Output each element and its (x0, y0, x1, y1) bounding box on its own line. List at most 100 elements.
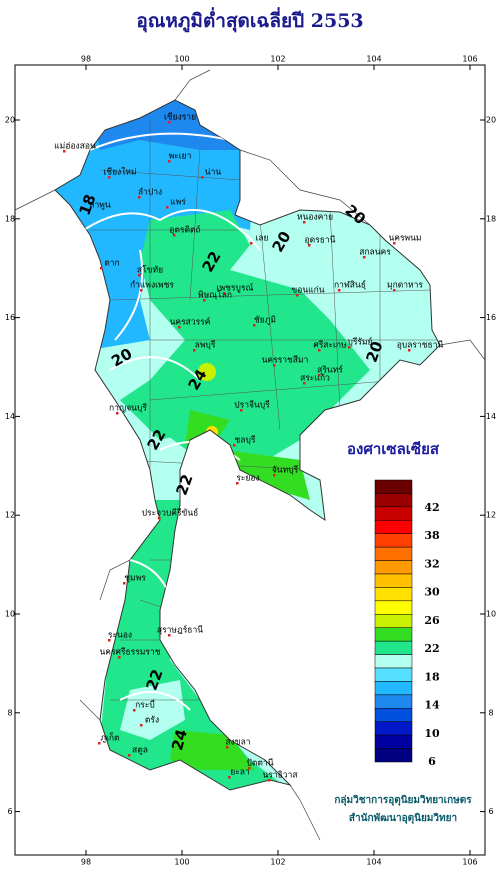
station-dot (88, 209, 91, 212)
station-dot (348, 346, 351, 349)
legend-swatch (374, 667, 413, 682)
place-label: พะเยา (169, 152, 192, 162)
station-dot (173, 234, 176, 237)
place-label: นครศรีธรรมราช (99, 647, 160, 658)
station-dot (268, 779, 271, 782)
lat-tick-label: 10 (5, 610, 15, 619)
lon-tick-label: 104 (366, 55, 381, 64)
credit-line: สำนักพัฒนาอุตุนิยมวิทยา (349, 812, 457, 824)
legend-swatch (374, 708, 413, 722)
station-dot (308, 244, 311, 247)
station-dot (158, 517, 161, 520)
station-dot (128, 754, 131, 757)
station-dot (226, 746, 229, 749)
place-label: กาญจนบุรี (109, 403, 147, 414)
lat-tick-label: 14 (5, 412, 15, 421)
place-label: ลพบุรี (195, 340, 216, 351)
place-label: เชียงใหม่ (103, 167, 136, 178)
station-dot (100, 267, 103, 270)
lon-tick-label: 102 (270, 55, 285, 64)
legend-label: 10 (424, 727, 440, 740)
place-label: ลำพูน (89, 201, 111, 211)
station-dot (303, 221, 306, 224)
station-dot (248, 767, 251, 770)
place-label: ตาก (104, 259, 119, 269)
legend-label: 26 (424, 614, 440, 627)
place-label: กาฬสินธุ์ (334, 280, 366, 291)
station-dot (133, 709, 136, 712)
legend-label: 18 (424, 670, 440, 683)
lat-tick-label: 20 (486, 116, 496, 125)
station-dot (318, 349, 321, 352)
legend-swatch (374, 573, 413, 588)
lon-tick-label: 100 (174, 858, 189, 867)
station-dot (236, 482, 239, 485)
legend-swatch (374, 533, 413, 548)
place-label: เลย (255, 234, 268, 244)
lat-tick-label: 6 (7, 807, 12, 816)
lon-tick-label: 102 (270, 858, 285, 867)
station-dot (223, 292, 226, 295)
legend-label: 30 (424, 586, 440, 599)
station-dot (253, 324, 256, 327)
legend-swatch (374, 614, 413, 628)
station-dot (168, 121, 171, 124)
place-label: ภูเก็ต (100, 732, 119, 744)
station-dot (138, 196, 141, 199)
station-dot (203, 299, 206, 302)
contour-label: 24 (168, 727, 191, 752)
legend-swatch (374, 681, 413, 696)
legend-swatch (374, 640, 413, 655)
station-dot (233, 444, 236, 447)
place-label: ขอนแก่น (291, 286, 324, 296)
station-dot (408, 349, 411, 352)
place-label: เชียงราย (164, 112, 196, 123)
station-dot (303, 382, 306, 385)
legend-swatch (374, 721, 413, 736)
station-dot (273, 474, 276, 477)
legend-swatch (374, 479, 413, 494)
station-dot (98, 742, 101, 745)
station-dot (140, 724, 143, 727)
place-label: สระแก้ว (300, 373, 330, 384)
place-label: พิษณุโลก (198, 290, 232, 301)
place-label: ปัตตานี (246, 758, 273, 769)
station-dot (296, 294, 299, 297)
place-label: อุดรธานี (305, 235, 336, 246)
station-dot (193, 349, 196, 352)
legend-label: 22 (424, 642, 439, 655)
lat-tick-label: 16 (5, 313, 15, 322)
place-label: ชลบุรี (235, 435, 256, 446)
place-label: อุบลราชธานี (397, 340, 444, 351)
place-label: สกลนคร (359, 248, 391, 258)
lat-tick-label: 10 (486, 610, 496, 619)
station-dot (63, 150, 66, 153)
legend-title: องศาเซลเซียส (347, 440, 440, 458)
place-label: ลำปาง (138, 188, 162, 198)
station-dot (168, 160, 171, 163)
station-dot (201, 176, 204, 179)
station-dot (393, 242, 396, 245)
place-label: สุโขทัย (137, 265, 163, 276)
place-label: บุรีรัมย์ (347, 337, 372, 348)
place-label: ตรัง (145, 716, 159, 726)
legend-swatch (374, 600, 413, 615)
legend-swatch (374, 734, 413, 749)
place-label: สุราษฎร์ธานี (157, 625, 203, 636)
place-label: ศรีสะเกษ (313, 340, 347, 351)
station-dot (116, 412, 119, 415)
place-label: น่าน (205, 168, 222, 178)
station-dot (363, 256, 366, 259)
legend-swatch (374, 694, 413, 709)
legend-swatch (374, 560, 413, 575)
place-label: นราธิวาส (262, 771, 298, 781)
legend-swatch (374, 493, 413, 508)
legend-swatch (374, 587, 413, 602)
legend-label: 32 (424, 557, 439, 570)
legend-label: 42 (424, 501, 439, 514)
lat-tick-label: 18 (5, 214, 15, 223)
lon-tick-label: 104 (366, 858, 381, 867)
